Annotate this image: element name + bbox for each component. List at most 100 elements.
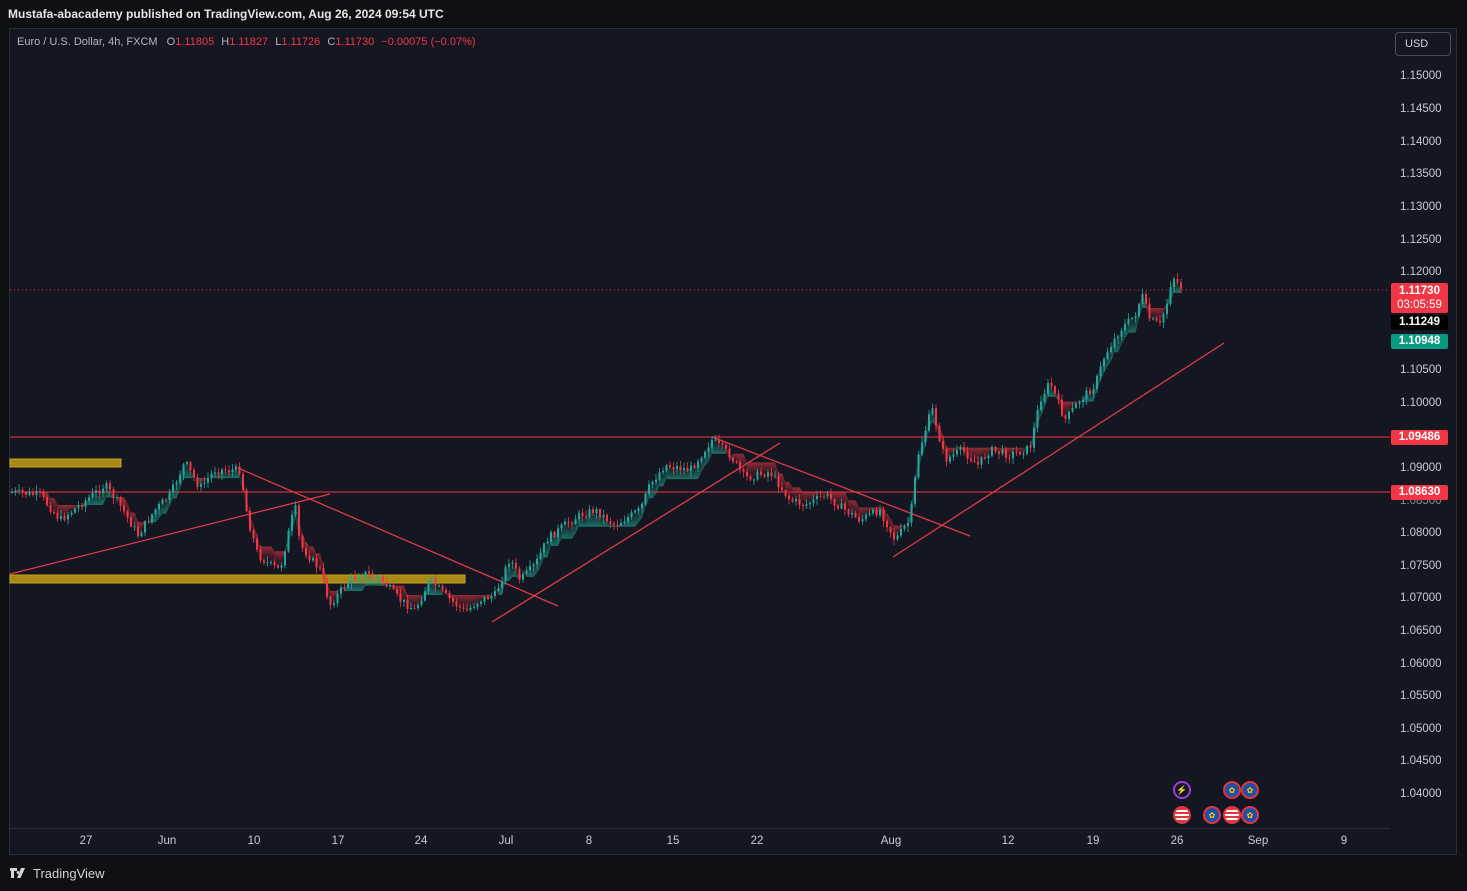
candle-body (1029, 445, 1032, 448)
candle-body (893, 532, 895, 540)
candle-body (343, 587, 346, 589)
candle-body (105, 483, 108, 489)
candle-body (32, 491, 34, 495)
candle-body (917, 454, 920, 478)
candle-body (256, 538, 258, 550)
candle-body (459, 606, 461, 608)
candle-body (991, 447, 993, 456)
candle-body (39, 491, 41, 493)
cloud-segment (803, 491, 807, 506)
price-tick: 1.08000 (1400, 527, 1442, 539)
candle-body (1050, 382, 1053, 387)
candle-body (452, 598, 454, 602)
candle-body (935, 408, 937, 426)
candle-body (1173, 278, 1175, 288)
candle-body (949, 456, 951, 462)
candle-body (623, 521, 626, 523)
candles (11, 273, 1182, 614)
eu-flag-icon[interactable]: ✿ (1241, 806, 1259, 824)
candle-body (172, 484, 174, 493)
cloud-segment (596, 509, 600, 527)
candle-body (60, 515, 62, 520)
candle-body (588, 509, 591, 517)
candle-body (984, 457, 986, 459)
candle-body (53, 512, 55, 514)
candle-body (963, 447, 965, 452)
price-tick: 1.14500 (1400, 103, 1442, 115)
candle-body (1113, 338, 1116, 348)
cloud-segment (1160, 308, 1164, 323)
candle-body (1169, 287, 1172, 304)
candle-body (238, 466, 241, 474)
cloud-segment (719, 442, 723, 454)
cloud-segment (1051, 386, 1055, 397)
us-flag-icon[interactable] (1223, 806, 1241, 824)
close-value: 1.11730 (335, 36, 375, 48)
cloud-segment (460, 594, 464, 609)
candle-body (798, 499, 801, 505)
candle-body (557, 528, 559, 538)
candle-body (200, 483, 202, 487)
candle-body (770, 472, 773, 477)
candle-body (910, 503, 913, 523)
candle-body (644, 493, 647, 504)
candle-body (683, 467, 685, 471)
candle-body (823, 496, 825, 498)
eu-flag-icon[interactable]: ✿ (1223, 781, 1241, 799)
candle-body (70, 512, 73, 515)
cloud-segment (680, 467, 684, 480)
cloud-segment (600, 514, 604, 527)
symbol-legend[interactable]: Euro / U.S. Dollar, 4h, FXCM O1.11805 H1… (17, 34, 480, 50)
candle-body (809, 503, 811, 505)
candle-body (532, 564, 535, 567)
candle-body (704, 451, 706, 458)
candle-body (480, 601, 482, 604)
candle-body (1099, 366, 1102, 377)
candle-body (697, 461, 699, 468)
eu-flag-icon[interactable]: ✿ (1203, 806, 1221, 824)
candle-body (746, 471, 748, 477)
us-flag-icon[interactable] (1173, 806, 1191, 824)
candle-body (851, 512, 853, 515)
time-tick: Jun (157, 835, 177, 847)
candle-body (196, 477, 199, 487)
supply-zone (9, 458, 122, 468)
tradingview-footer[interactable]: TradingView (10, 864, 105, 882)
candle-body (956, 450, 958, 455)
candle-body (340, 587, 342, 594)
cloud-segment (810, 491, 814, 504)
candle-body (970, 458, 972, 461)
time-tick: 12 (1001, 835, 1015, 847)
candle-body (364, 571, 367, 576)
candle-body (1155, 318, 1158, 321)
candle-body (1152, 318, 1154, 320)
close-label: C (327, 36, 336, 48)
candle-body (1001, 449, 1004, 454)
candle-body (896, 535, 899, 540)
candle-body (168, 492, 171, 500)
eu-flag-icon[interactable]: ✿ (1241, 781, 1259, 799)
candle-body (718, 439, 720, 443)
lightning-icon[interactable]: ⚡ (1173, 781, 1191, 799)
cloud-segment (1072, 401, 1076, 408)
cloud-segment (978, 447, 982, 465)
candle-body (259, 549, 262, 561)
candle-body (1141, 294, 1144, 305)
candle-body (235, 466, 237, 470)
cloud-segment (673, 466, 677, 480)
cloud-segment (1065, 401, 1069, 420)
candle-body (431, 578, 433, 581)
open-label: O (166, 36, 176, 48)
currency-button[interactable]: USD (1395, 32, 1451, 56)
chart-panel[interactable] (9, 28, 1457, 855)
candle-body (630, 512, 633, 517)
candle-body (606, 514, 608, 522)
candle-body (781, 487, 783, 491)
candle-body (49, 505, 52, 513)
candle-body (385, 581, 388, 587)
candle-body (392, 585, 395, 589)
candle-body (102, 488, 104, 494)
cloud-segment (71, 505, 75, 513)
cloud-segment (376, 576, 380, 586)
